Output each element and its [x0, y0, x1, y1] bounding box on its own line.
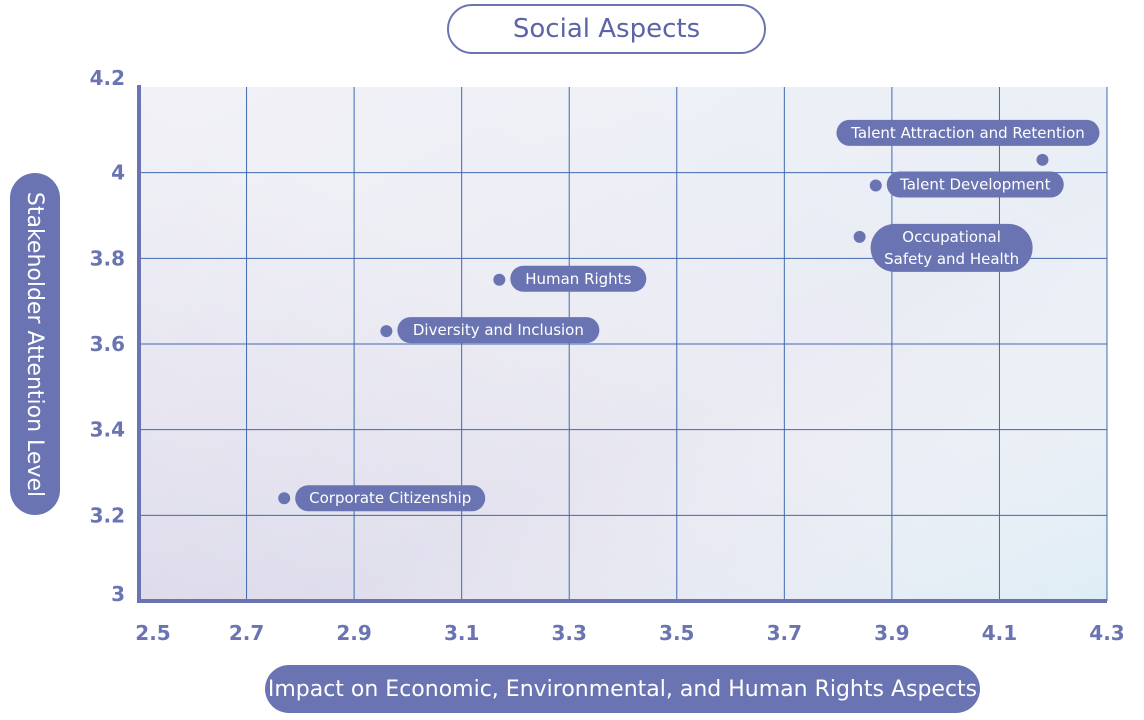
y-tick-label: 4.2 [90, 66, 125, 90]
x-tick-label: 4.1 [982, 621, 1017, 645]
data-label-pill [397, 317, 600, 344]
data-label: Talent Development [899, 176, 1051, 194]
x-tick-label: 2.7 [229, 621, 264, 645]
data-label-pill [886, 171, 1064, 198]
data-label: Corporate Citizenship [309, 489, 471, 507]
x-tick-label: 4.3 [1089, 621, 1124, 645]
y-tick-label: 3.4 [90, 418, 125, 442]
y-tick-label: 3.8 [90, 246, 125, 270]
data-point [278, 492, 291, 505]
data-label-pill [836, 119, 1100, 146]
data-label: Diversity and Inclusion [413, 321, 584, 339]
data-label-pill [295, 485, 486, 512]
data-label-pill [510, 265, 647, 292]
x-tick-label: 3.1 [444, 621, 479, 645]
x-tick-label: 2.9 [336, 621, 371, 645]
chart-title: Social Aspects [447, 4, 766, 54]
data-point [380, 325, 393, 338]
data-label: Human Rights [525, 270, 631, 288]
data-point [853, 230, 866, 243]
x-tick-label: 2.5 [135, 621, 170, 645]
data-point [869, 179, 882, 192]
x-tick-label: 3.9 [874, 621, 909, 645]
data-label: Occupational Safety and Health [884, 228, 1019, 268]
x-tick-label: 3.5 [659, 621, 694, 645]
data-label: Talent Attraction and Retention [850, 124, 1085, 142]
y-axis-label-pill: Stakeholder Attention Level [10, 173, 60, 515]
data-point [493, 273, 506, 286]
y-tick-label: 3 [111, 582, 125, 606]
data-point [1036, 153, 1049, 166]
x-axis-label: Impact on Economic, Environmental, and H… [265, 665, 980, 713]
y-tick-label: 3.2 [90, 503, 125, 527]
data-label-pill [870, 223, 1033, 272]
y-tick-label: 3.6 [90, 332, 125, 356]
y-tick-label: 4 [111, 161, 125, 185]
x-tick-label: 3.7 [767, 621, 802, 645]
x-tick-label: 3.3 [552, 621, 587, 645]
